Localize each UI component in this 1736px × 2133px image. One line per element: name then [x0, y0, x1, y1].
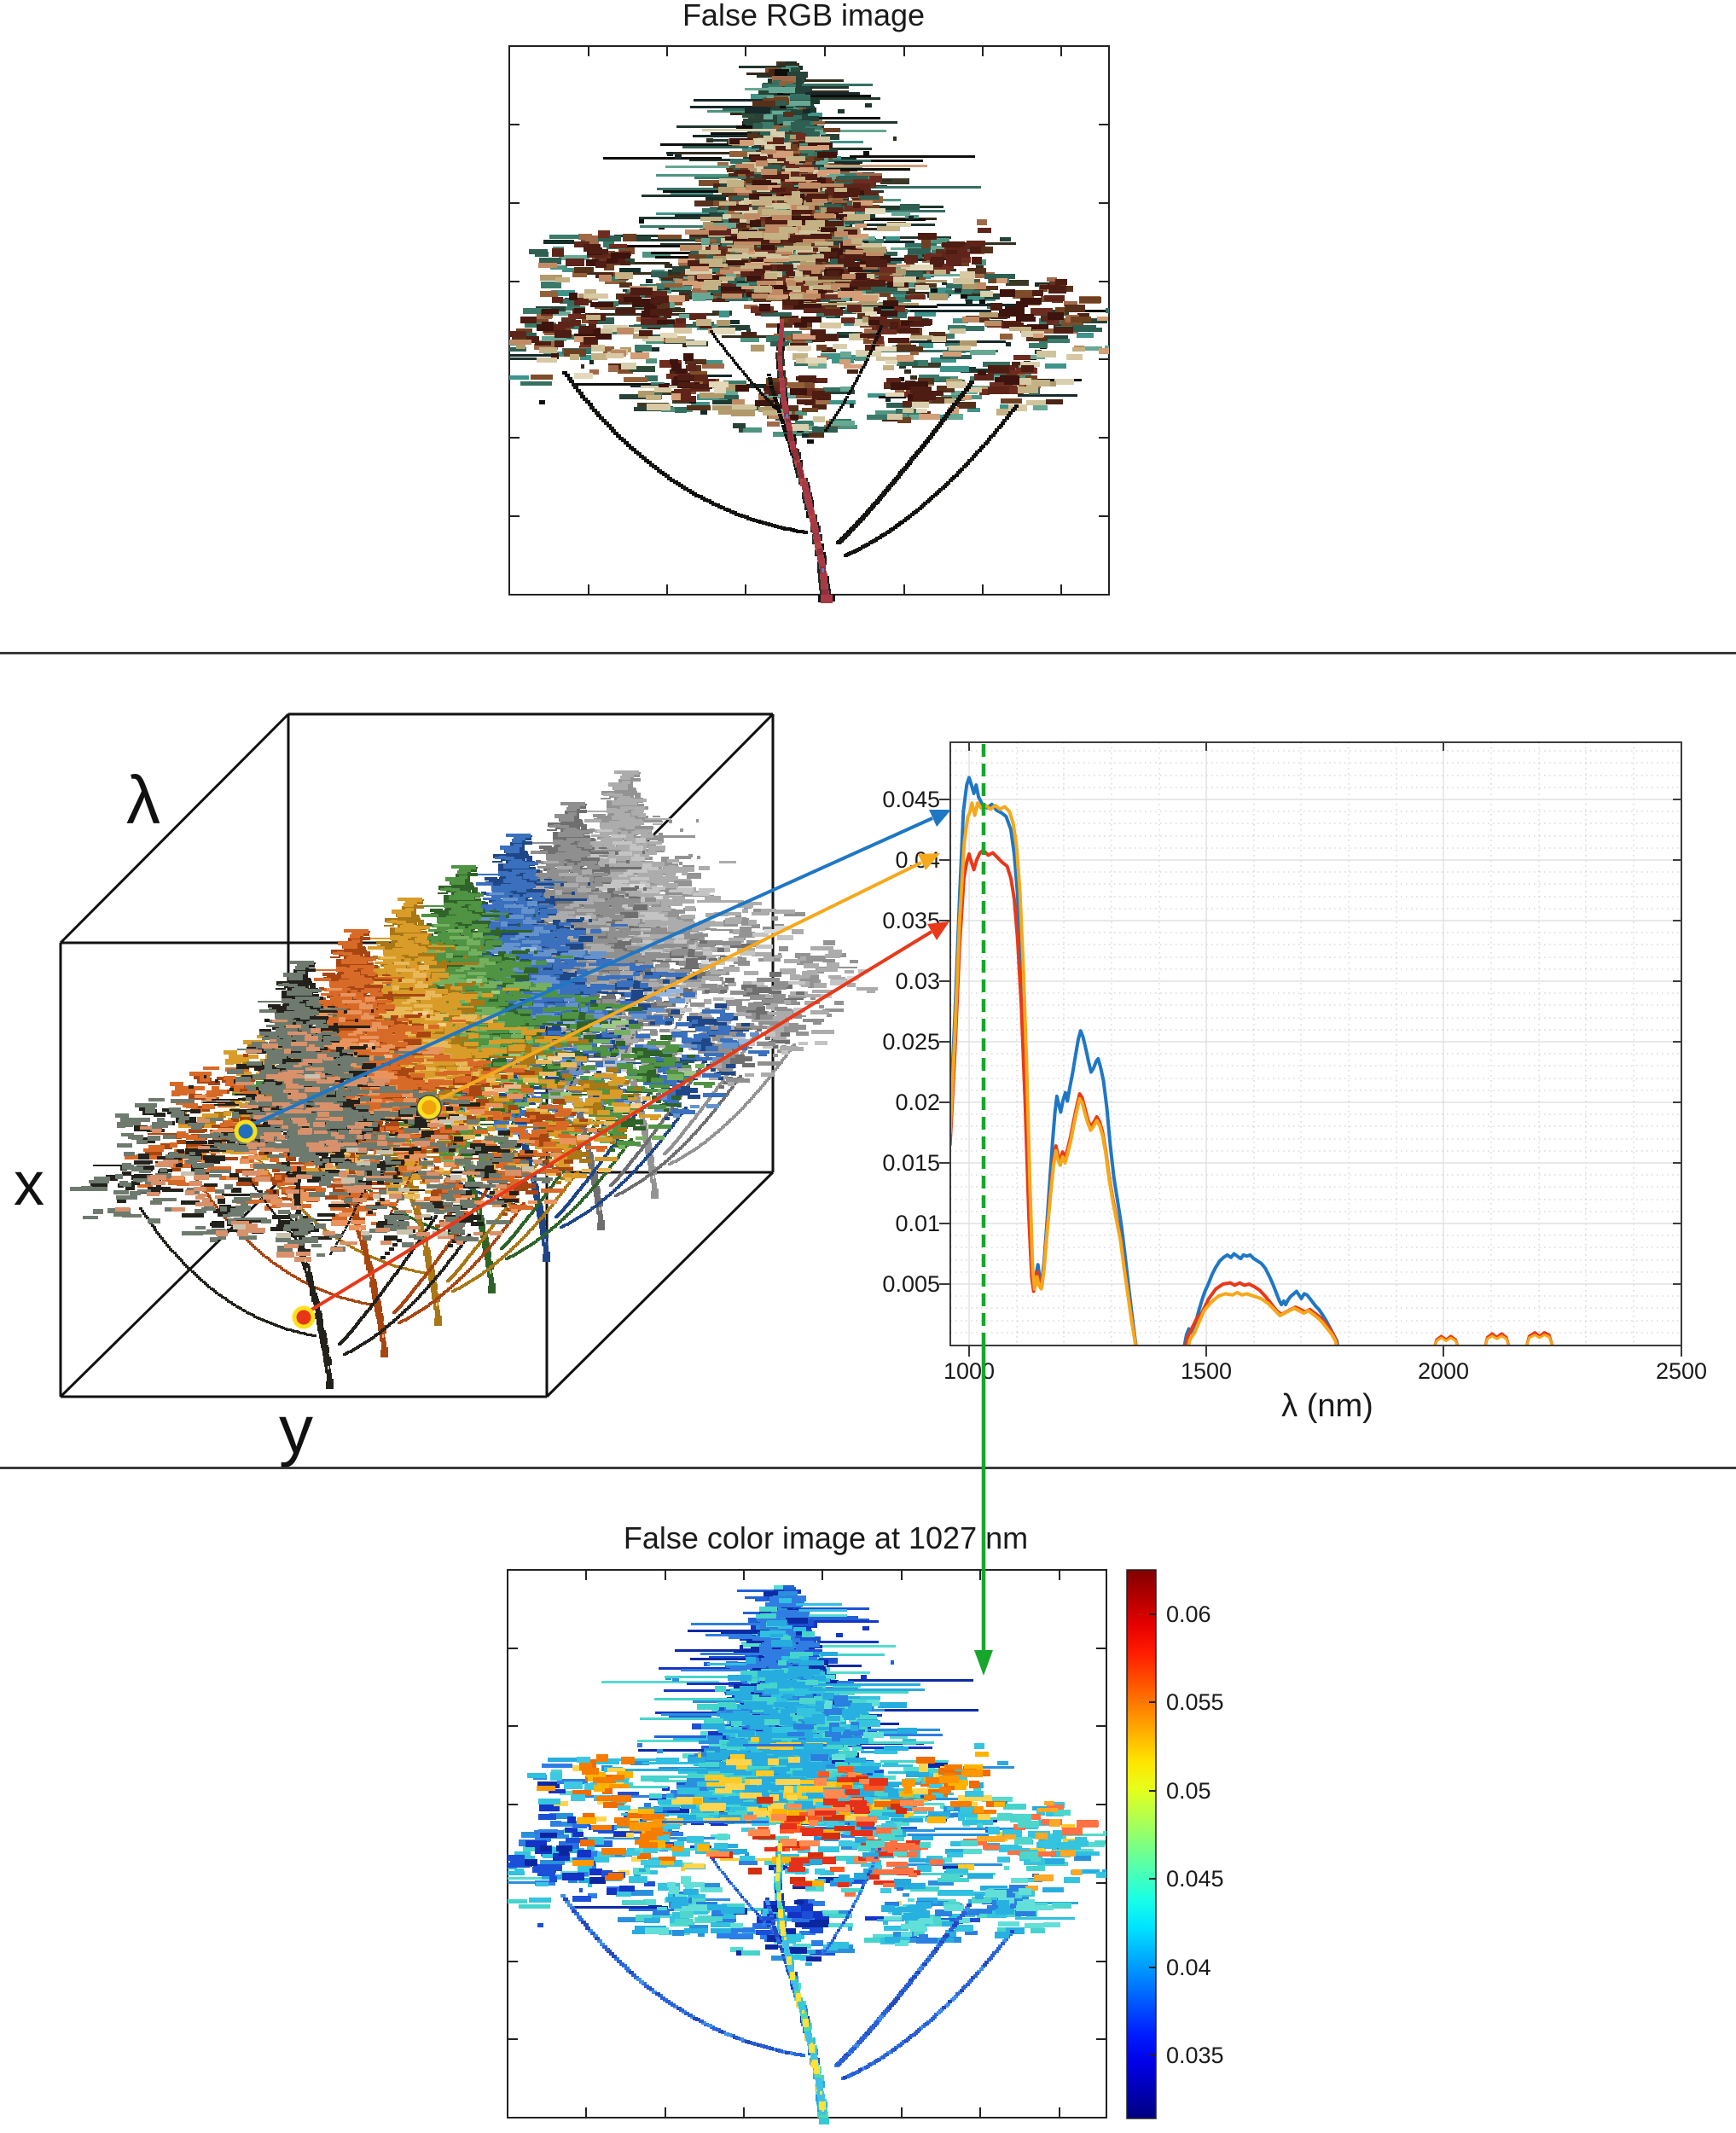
svg-text:0.035: 0.035 [1166, 2043, 1224, 2068]
svg-text:0.04: 0.04 [1166, 1955, 1211, 1980]
svg-text:1000: 1000 [943, 1358, 995, 1384]
svg-text:0.045: 0.045 [1166, 1866, 1224, 1892]
svg-text:False RGB image: False RGB image [682, 0, 925, 32]
svg-text:0.015: 0.015 [882, 1150, 940, 1176]
svg-text:0.02: 0.02 [895, 1090, 940, 1115]
svg-text:2500: 2500 [1656, 1358, 1707, 1384]
svg-text:2000: 2000 [1418, 1358, 1469, 1384]
svg-text:0.005: 0.005 [882, 1271, 940, 1297]
svg-text:0.045: 0.045 [882, 787, 940, 812]
svg-text:0.06: 0.06 [1166, 1601, 1211, 1627]
svg-text:x: x [14, 1150, 44, 1218]
svg-text:0.05: 0.05 [1166, 1778, 1211, 1804]
svg-text:y: y [279, 1392, 313, 1468]
svg-text:False color image at 1027 nm: False color image at 1027 nm [624, 1520, 1028, 1555]
svg-text:0.025: 0.025 [882, 1029, 940, 1055]
svg-text:1500: 1500 [1181, 1358, 1232, 1384]
svg-text:0.055: 0.055 [1166, 1689, 1224, 1715]
svg-text:λ: λ [126, 762, 160, 838]
svg-text:0.01: 0.01 [895, 1211, 940, 1236]
svg-text:0.03: 0.03 [895, 968, 940, 994]
svg-text:λ (nm): λ (nm) [1281, 1388, 1373, 1424]
